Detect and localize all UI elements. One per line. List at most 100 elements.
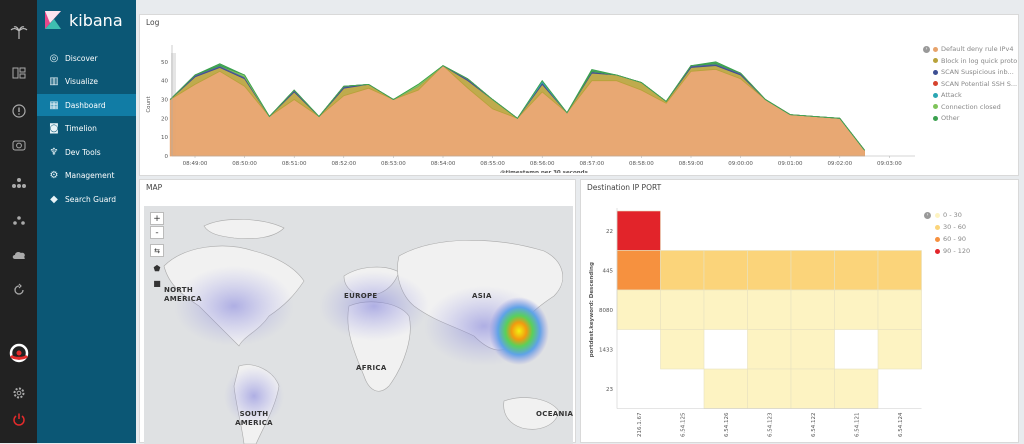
network-icon[interactable] [0, 168, 37, 198]
heatmap-cell[interactable] [790, 289, 835, 330]
heatmap-cell[interactable] [703, 368, 748, 409]
heatmap-cell[interactable] [877, 329, 922, 370]
x-tick-label: 08:50:00 [232, 161, 257, 167]
map-label-south-america: SOUTH AMERICA [235, 410, 273, 427]
kibana-sidebar: kibana ◎ Discover ▥ Visualize ▦ Dashboard ◙ Tim… [37, 0, 136, 443]
kibana-logo-icon [45, 11, 61, 29]
legend-dot-icon [933, 92, 938, 98]
legend-toggle-icon[interactable]: › [923, 46, 930, 53]
heatmap-cell[interactable] [660, 329, 705, 370]
heatmap-cell[interactable] [616, 250, 661, 291]
heatmap-row-label: 22 [606, 229, 613, 235]
map-label-asia: ASIA [472, 292, 492, 300]
draw-rectangle-button[interactable]: ■ [153, 279, 161, 288]
heatmap-cell[interactable] [747, 289, 792, 330]
nav-item-discover[interactable]: ◎ Discover [37, 47, 136, 69]
legend-label: 60 - 90 [943, 235, 967, 243]
nav-item-label: Timelion [65, 124, 97, 133]
heatmap-cell[interactable] [660, 289, 705, 330]
heatmap-cell[interactable] [834, 289, 879, 330]
settings-icon[interactable] [0, 378, 37, 408]
log-area-chart: 0 10 20 30 40 50 08:49:00 08:50:00 08:51:00 08:52… [146, 45, 915, 173]
log-legend-item[interactable]: Connection closed [933, 103, 1001, 111]
heatmap-cell[interactable] [703, 289, 748, 330]
heatmap-cell[interactable] [834, 368, 879, 409]
heatmap-cell[interactable] [703, 250, 748, 291]
camera-icon[interactable] [0, 130, 37, 160]
app-logo-icon[interactable] [0, 338, 37, 368]
draw-polygon-button[interactable]: ⬟ [153, 264, 161, 273]
x-tick-label: 09:02:00 [827, 161, 852, 167]
map-label-north-america: NORTH AMERICA [164, 286, 202, 303]
destination-legend-item[interactable]: 30 - 60 [935, 223, 966, 231]
log-legend-item[interactable]: Other [933, 114, 959, 122]
heatmap-row-label: 23 [606, 387, 613, 393]
map-label-europe: EUROPE [344, 292, 378, 300]
legend-label: SCAN Suspicious inb... [941, 68, 1014, 76]
cloud-icon[interactable] [0, 240, 37, 270]
log-legend-item[interactable]: Block in log quick proto [933, 57, 1017, 65]
heatmap-cell[interactable] [790, 329, 835, 370]
log-legend-item[interactable]: Default deny rule IPv4 [933, 45, 1013, 53]
y-tick-label: 0 [165, 154, 169, 160]
power-icon[interactable] [0, 404, 37, 434]
legend-dot-icon [933, 69, 938, 75]
nav-item-management[interactable]: ⚙ Management [37, 165, 136, 187]
bar-chart-icon: ▥ [49, 76, 59, 87]
nav-item-dashboard[interactable]: ▦ Dashboard [37, 94, 136, 116]
destination-legend-item[interactable]: 90 - 120 [935, 247, 970, 255]
app-rail [0, 0, 37, 443]
heatmap-col-label: 6.54.121 [854, 413, 860, 438]
refresh-icon[interactable] [0, 275, 37, 305]
heatmap-cell[interactable] [790, 250, 835, 291]
alert-icon[interactable] [0, 96, 37, 126]
nodes-icon[interactable] [0, 205, 37, 235]
legend-label: Attack [941, 91, 962, 99]
y-tick-label: 40 [161, 79, 168, 85]
heatmap-cell[interactable] [877, 289, 922, 330]
legend-toggle-icon[interactable]: › [924, 212, 931, 219]
log-panel-title: Log [146, 18, 160, 27]
legend-dot-icon [933, 46, 938, 52]
zoom-in-button[interactable]: + [150, 212, 164, 225]
heatmap-cell[interactable] [747, 250, 792, 291]
shield-icon: ◆ [50, 193, 58, 205]
heatmap-cell[interactable] [616, 210, 661, 251]
grid-icon[interactable] [0, 58, 37, 88]
destination-legend-item[interactable]: 60 - 90 [935, 235, 966, 243]
legend-dot-icon [935, 248, 940, 254]
legend-dot-icon [935, 224, 940, 230]
log-legend-item[interactable]: SCAN Potential SSH S... [933, 80, 1017, 88]
heatmap-cell[interactable] [616, 289, 661, 330]
destination-legend-item[interactable]: 0 - 30 [935, 211, 962, 219]
legend-label: Default deny rule IPv4 [941, 45, 1014, 53]
map-view[interactable]: + - ⇆ ⬟ ■ NORTH AMERICA EUROPE ASIA AFRI… [144, 206, 573, 444]
x-tick-label: 08:55:00 [480, 161, 505, 167]
nav-item-search-guard[interactable]: ◆ Search Guard [37, 188, 136, 210]
wrench-icon: ♆ [49, 146, 59, 158]
heatmap-cell[interactable] [834, 250, 879, 291]
heatmap-cell[interactable] [877, 250, 922, 291]
log-legend-item[interactable]: SCAN Suspicious inb... [933, 68, 1014, 76]
x-tick-label: 08:49:00 [183, 161, 208, 167]
zoom-out-button[interactable]: - [150, 226, 164, 239]
nav-item-timelion[interactable]: ◙ Timelion [37, 118, 136, 140]
nav-item-dev-tools[interactable]: ♆ Dev Tools [37, 141, 136, 163]
heatmap-cell[interactable] [790, 368, 835, 409]
map-label-africa: AFRICA [356, 364, 387, 372]
gear-icon: ⚙ [49, 170, 59, 181]
legend-label: 0 - 30 [943, 211, 962, 219]
heatmap-cell[interactable] [660, 250, 705, 291]
fit-bounds-button[interactable]: ⇆ [150, 244, 164, 257]
palm-logo-icon[interactable] [0, 18, 37, 48]
heatmap-cell[interactable] [747, 368, 792, 409]
legend-label: SCAN Potential SSH S... [941, 79, 1018, 88]
log-legend-item[interactable]: Attack [933, 91, 962, 99]
heatmap-cell[interactable] [747, 329, 792, 370]
legend-label: Other [941, 114, 960, 122]
compass-icon: ◎ [49, 52, 59, 64]
y-tick-label: 10 [161, 135, 168, 141]
nav-item-visualize[interactable]: ▥ Visualize [37, 71, 136, 93]
destination-panel: Destination IP PORT 22 445 8080 1433 23 216.1… [580, 179, 1019, 443]
kibana-brand[interactable]: kibana [37, 0, 136, 40]
